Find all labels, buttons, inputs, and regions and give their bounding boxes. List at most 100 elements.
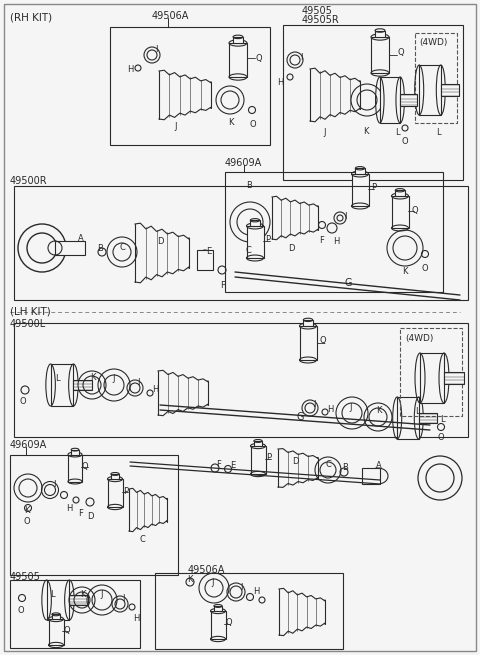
Bar [10, 580, 140, 648]
Bar [71, 449, 79, 455]
Text: H: H [152, 385, 158, 394]
Text: J: J [323, 128, 325, 137]
Text: A: A [78, 234, 84, 243]
Text: D: D [157, 237, 164, 246]
Text: I: I [122, 594, 124, 603]
Bar [444, 372, 464, 384]
Text: G: G [296, 412, 304, 422]
Text: K: K [376, 406, 382, 415]
Text: H: H [333, 237, 339, 246]
Bar [214, 606, 222, 611]
Text: D: D [288, 244, 295, 253]
Text: J: J [100, 590, 103, 599]
Bar [283, 25, 463, 180]
Text: C: C [245, 246, 251, 255]
Text: O: O [422, 264, 429, 273]
Bar [400, 94, 417, 105]
Text: Q: Q [398, 48, 405, 58]
Bar [380, 77, 400, 123]
Bar [70, 595, 88, 605]
Bar [420, 353, 444, 403]
Bar [355, 168, 365, 174]
Text: C: C [326, 460, 332, 469]
Bar [419, 413, 437, 423]
Text: P: P [371, 183, 376, 193]
Text: O: O [438, 433, 444, 442]
Text: F: F [319, 236, 324, 245]
Text: Q: Q [82, 462, 89, 470]
Text: I: I [240, 583, 242, 592]
Text: 49506A: 49506A [152, 11, 190, 21]
Bar [108, 479, 122, 507]
Bar [225, 172, 443, 292]
Bar [47, 580, 70, 620]
Text: 49609A: 49609A [10, 440, 47, 450]
Text: B: B [97, 244, 103, 253]
Bar [197, 250, 213, 270]
Text: 49500R: 49500R [10, 176, 48, 186]
Text: E: E [230, 461, 235, 470]
Text: Q: Q [319, 337, 325, 345]
Bar [233, 37, 243, 43]
Bar [48, 619, 63, 645]
Text: P: P [265, 236, 270, 244]
Text: H: H [327, 405, 334, 414]
Bar [111, 474, 119, 479]
Text: H: H [127, 65, 133, 74]
Text: F: F [216, 460, 221, 469]
Text: I: I [313, 400, 315, 409]
Bar [229, 43, 247, 77]
Text: P: P [123, 487, 128, 495]
Text: L: L [440, 415, 444, 424]
Bar [303, 320, 312, 326]
Bar [396, 190, 405, 196]
Bar [55, 241, 85, 255]
Text: Q: Q [226, 618, 233, 627]
Text: 49500L: 49500L [10, 319, 46, 329]
Bar [251, 446, 265, 474]
Text: L: L [395, 128, 400, 137]
Text: 49506A: 49506A [188, 565, 226, 575]
Text: D: D [87, 512, 93, 521]
Bar [110, 27, 270, 145]
Text: I: I [53, 480, 56, 489]
Text: O: O [18, 606, 24, 615]
Text: H: H [253, 587, 259, 596]
Bar [400, 328, 462, 416]
Text: K: K [187, 575, 192, 584]
Text: (4WD): (4WD) [405, 334, 433, 343]
Text: E: E [206, 247, 211, 256]
Text: J: J [174, 122, 177, 131]
Text: 49505: 49505 [302, 6, 333, 16]
Text: H: H [133, 614, 139, 623]
Bar [211, 611, 226, 639]
Text: K: K [402, 267, 408, 276]
Text: Q: Q [64, 626, 71, 635]
Bar [351, 174, 369, 206]
Text: K: K [80, 590, 85, 599]
Text: (LH KIT): (LH KIT) [10, 307, 51, 317]
Bar [155, 573, 343, 649]
Text: H: H [66, 504, 72, 513]
Bar [441, 84, 459, 96]
Text: I: I [300, 53, 302, 62]
Text: Q: Q [256, 54, 263, 62]
Text: O: O [20, 397, 26, 406]
Text: L: L [50, 590, 55, 599]
Text: P: P [266, 453, 271, 462]
Bar [415, 33, 457, 123]
Text: A: A [376, 461, 382, 470]
Text: B: B [246, 181, 252, 190]
Text: C: C [119, 243, 125, 252]
Text: O: O [24, 517, 31, 526]
Text: 49505R: 49505R [302, 15, 340, 25]
Bar [52, 614, 60, 619]
Bar [50, 364, 73, 406]
Text: Q: Q [411, 206, 418, 214]
Text: I: I [137, 378, 140, 387]
Text: F: F [78, 509, 83, 518]
Bar [251, 220, 260, 226]
Bar [375, 31, 385, 37]
Text: K: K [24, 506, 29, 515]
Bar [397, 397, 419, 439]
